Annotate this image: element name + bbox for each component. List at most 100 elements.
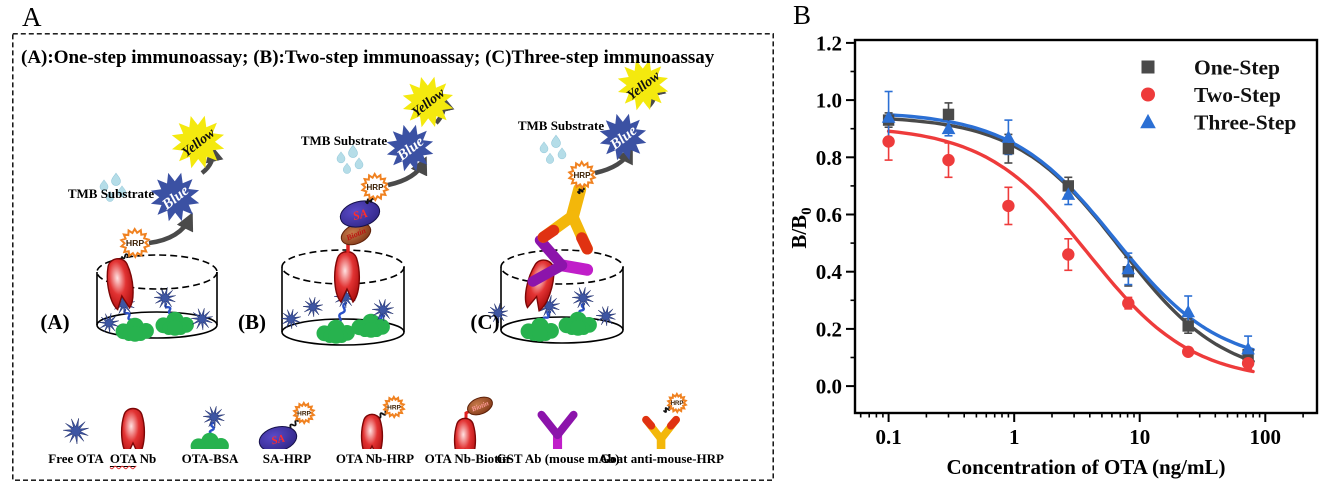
hrp-label: HRP [387, 404, 401, 411]
x-axis-label: Concentration of OTA (ng/mL) [946, 455, 1225, 479]
y-tick-label: 0.2 [816, 317, 842, 341]
legend-item-label: OTA Nb [109, 451, 157, 467]
substrate-droplets [336, 144, 364, 174]
legend-item-ota-bsa: OTA-BSA [165, 391, 255, 467]
gst-ab-icon [538, 410, 578, 449]
x-tick-label: 1 [1009, 425, 1020, 449]
free-ota-star [190, 308, 213, 331]
data-point-two-step [1002, 199, 1015, 213]
free-ota-star [595, 306, 616, 327]
substrate-droplets [539, 134, 567, 164]
data-point-two-step [1241, 357, 1255, 370]
chart-legend-label: Three-Step [1194, 111, 1296, 135]
goat-anti-mouse-antibody [537, 182, 593, 255]
ota-nanobody [333, 250, 361, 304]
chart-legend-item-two-step: Two-Step [1141, 83, 1281, 107]
data-point-one-step [1002, 143, 1015, 155]
ota-bsa-cloud [316, 319, 355, 344]
y-axis-label: B/B0 [790, 207, 815, 248]
legend-item-sa-hrp: SA HRP SA-HRP [242, 391, 332, 467]
x-tick-label: 10 [1129, 425, 1150, 449]
y-tick-label: 1.0 [816, 89, 842, 113]
hrp-enzyme-badge: HRP [292, 401, 316, 425]
hrp-label: HRP [126, 238, 145, 248]
goat-anti-mouse-antibody [642, 415, 680, 449]
ota-nb-biotin-icon: Biotin [453, 396, 493, 449]
ota-bsa-icon [190, 406, 229, 449]
dose-response-chart: 0.1 1 10 100 0.0 0.2 0.4 0.6 0.8 1.0 1.2 Concentrat… [790, 31, 1319, 479]
tmb-substrate-label: TMB Substrate [301, 133, 388, 148]
y-tick-label: 0.0 [816, 375, 842, 399]
hrp-label: HRP [671, 401, 684, 407]
legend-item-label: GST Ab (mouse mAb) [496, 451, 620, 466]
data-point-three-step [1181, 304, 1195, 318]
sa-hrp-icon: SA HRP [258, 401, 316, 449]
data-point-three-step [1061, 187, 1076, 200]
chart-legend-label: Two-Step [1194, 83, 1281, 107]
legend-item-ota-nb-hrp: HRP OTA Nb-HRP [330, 391, 420, 467]
ota-nanobody [106, 258, 134, 311]
yellow-product-burst: Yellow [617, 59, 669, 111]
hrp-enzyme-badge: HRP [360, 172, 390, 202]
y-tick-label: 0.8 [816, 146, 842, 170]
data-point-three-step [941, 121, 956, 135]
y-tick-label: 0.4 [816, 260, 843, 284]
hrp-enzyme-badge: HRP [666, 392, 688, 414]
ota-bsa-cloud [115, 317, 154, 342]
legend-item-ota-nb: OTA Nb [88, 391, 178, 467]
panel-b-letter: B [793, 0, 812, 30]
ota-bsa-cloud [520, 317, 559, 342]
data-point-three-step [1001, 130, 1016, 143]
sa-label: SA [351, 206, 369, 223]
legend-item-label: Goat anti-mouse-HRP [600, 451, 724, 466]
legend-item-gst-ab: GST Ab (mouse mAb) [496, 391, 620, 467]
microplate-well [96, 272, 218, 342]
data-point-two-step [882, 135, 895, 148]
tmb-substrate-label: TMB Substrate [518, 118, 605, 133]
free-ota-star [371, 299, 394, 322]
panel-a-title: (A):One-step immunoassay; (B):Two-step i… [21, 47, 715, 68]
legend-item-label: Free OTA [48, 451, 104, 466]
hrp-label: HRP [297, 410, 311, 417]
plot-frame [853, 38, 1319, 415]
microplate-well [487, 267, 624, 344]
legend-item-label: SA-HRP [262, 451, 312, 466]
free-ota-star [62, 418, 89, 445]
blue-product-burst: Blue [599, 113, 647, 161]
x-tick-label: 0.1 [875, 425, 901, 449]
diagram-label: (C) [470, 310, 499, 334]
sa-label: SA [270, 433, 286, 448]
data-point-two-step [942, 153, 955, 167]
ota-nanobody [360, 413, 384, 449]
x-tick-label: 100 [1250, 425, 1282, 449]
free-ota-star [98, 313, 119, 334]
hrp-to-blue-arrow [148, 212, 194, 246]
y-tick-label: 0.6 [816, 203, 842, 227]
panel-a-letter: A [22, 2, 42, 32]
ota-bsa-cloud [558, 311, 597, 336]
free-ota-star [487, 303, 508, 324]
data-point-two-step [1182, 345, 1195, 358]
y-tick-label: 1.2 [816, 31, 842, 55]
substrate-droplets [99, 172, 127, 202]
chart-legend-label: One-Step [1194, 56, 1280, 80]
legend-item-label: OTA-BSA [181, 451, 239, 466]
hrp-enzyme-badge: HRP [119, 227, 151, 259]
chart-legend-item-one-step: One-Step [1141, 56, 1280, 80]
data-point-one-step [1242, 348, 1254, 361]
data-point-one-step [1182, 320, 1194, 332]
streptavidin: SA [339, 200, 381, 228]
well-rim-dashed [500, 249, 624, 285]
legend-item-label: OTA Nb-HRP [335, 451, 415, 466]
ota-bsa-cloud [351, 313, 390, 338]
data-point-one-step [942, 108, 955, 121]
gst-antibody [538, 410, 578, 449]
ota-bsa-cloud [155, 311, 194, 336]
data-point-one-step [1062, 180, 1074, 192]
hrp-to-blue-arrow [387, 156, 428, 188]
yellow-product-burst: Yellow [402, 76, 454, 128]
